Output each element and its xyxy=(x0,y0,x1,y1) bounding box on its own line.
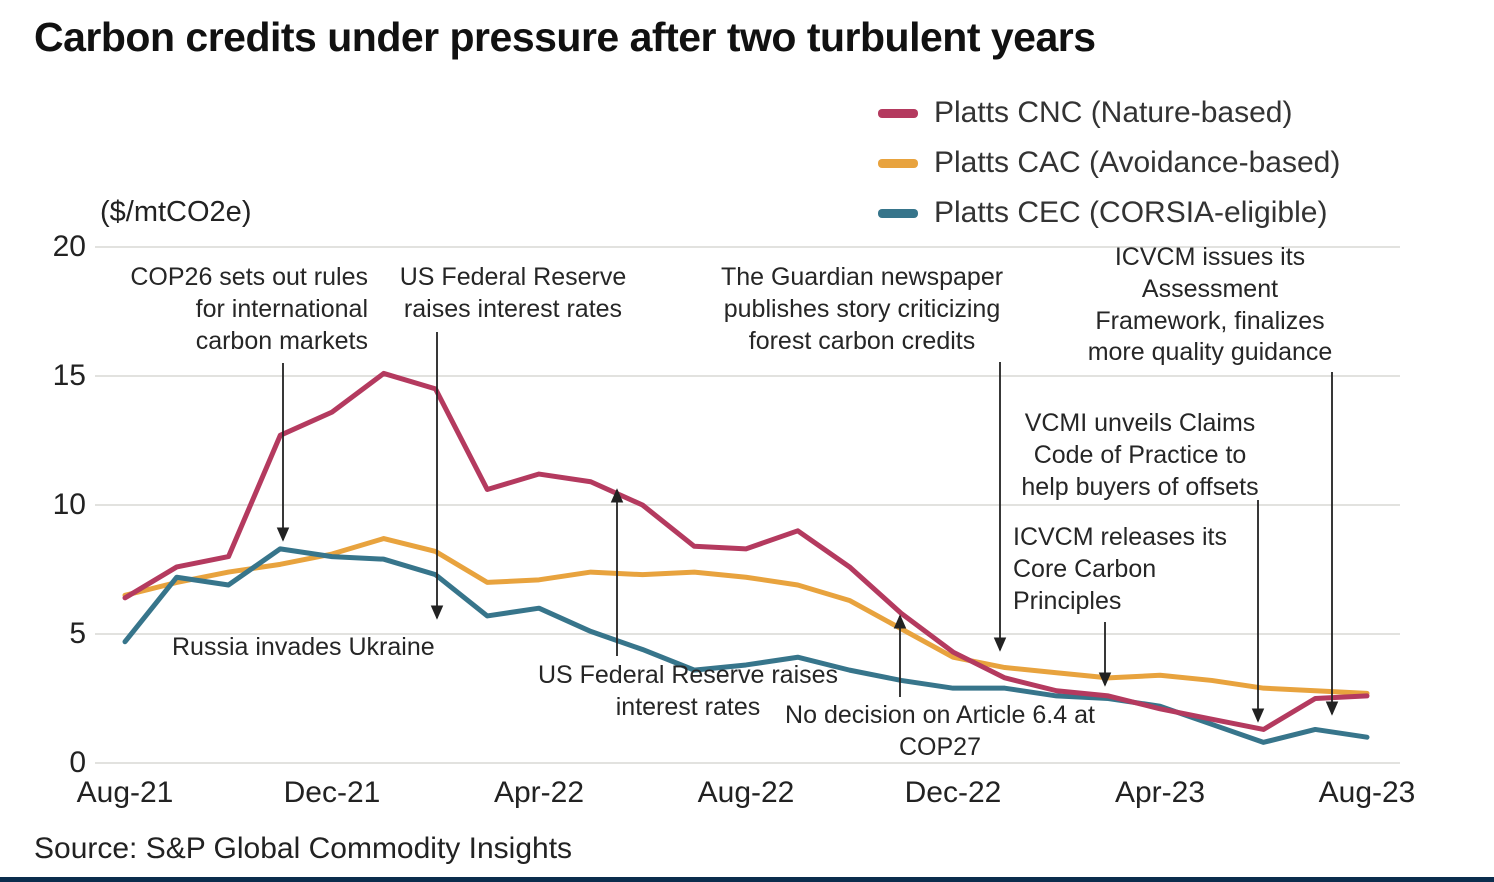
y-tick-label: 0 xyxy=(69,746,86,779)
legend-item: Platts CAC (Avoidance-based) xyxy=(878,138,1340,188)
chart-title: Carbon credits under pressure after two … xyxy=(34,14,1096,60)
y-tick-label: 5 xyxy=(69,617,86,650)
legend-item: Platts CNC (Nature-based) xyxy=(878,88,1340,138)
x-tick-label: Apr-22 xyxy=(493,776,585,809)
annotation-note-vcmi-claims-code: VCMI unveils Claims Code of Practice to … xyxy=(1021,409,1259,501)
x-tick-label: Apr-23 xyxy=(1114,776,1206,809)
annotation-note-article-6-4: No decision on Article 6.4 at COP27 xyxy=(785,701,1095,761)
x-tick-label: Dec-22 xyxy=(904,776,1002,809)
x-tick-label: Dec-21 xyxy=(283,776,381,809)
y-tick-label: 10 xyxy=(52,488,86,521)
y-axis-unit-label: ($/mtCO2e) xyxy=(100,196,252,228)
legend-label: Platts CAC (Avoidance-based) xyxy=(934,146,1341,179)
series-line-2 xyxy=(122,546,1370,745)
annotation-note-icvcm-assessment-framework: ICVCM issues its Assessment Framework, f… xyxy=(1087,243,1333,367)
footer-accent-bar xyxy=(0,877,1494,882)
legend-label: Platts CNC (Nature-based) xyxy=(934,96,1293,129)
annotation-note-icvcm-core-carbon-principles: ICVCM releases its Core Carbon Principle… xyxy=(1013,523,1227,615)
series-line-0 xyxy=(122,370,1370,732)
x-tick-label: Aug-23 xyxy=(1318,776,1416,809)
annotation-note-russia-ukraine: Russia invades Ukraine xyxy=(172,633,435,661)
series-line-1 xyxy=(122,536,1370,696)
legend-swatch-icon xyxy=(878,108,918,118)
y-tick-label: 20 xyxy=(52,230,86,263)
legend-swatch-icon xyxy=(878,208,918,218)
legend-label: Platts CEC (CORSIA-eligible) xyxy=(934,196,1328,229)
x-tick-label: Aug-21 xyxy=(76,776,174,809)
annotation-note-guardian-story: The Guardian newspaper publishes story c… xyxy=(720,263,1004,355)
source-credit: Source: S&P Global Commodity Insights xyxy=(34,832,573,865)
annotation-note-fed-rate-hike-2: US Federal Reserve raises interest rates xyxy=(537,661,839,721)
annotation-note-cop26: COP26 sets out rules for international c… xyxy=(130,263,368,355)
annotation-note-fed-rate-hike-1: US Federal Reserve raises interest rates xyxy=(399,263,627,323)
x-tick-label: Aug-22 xyxy=(697,776,795,809)
y-tick-label: 15 xyxy=(52,359,86,392)
legend-swatch-icon xyxy=(878,158,918,168)
legend: Platts CNC (Nature-based) Platts CAC (Avo… xyxy=(878,88,1340,238)
legend-item: Platts CEC (CORSIA-eligible) xyxy=(878,188,1340,238)
